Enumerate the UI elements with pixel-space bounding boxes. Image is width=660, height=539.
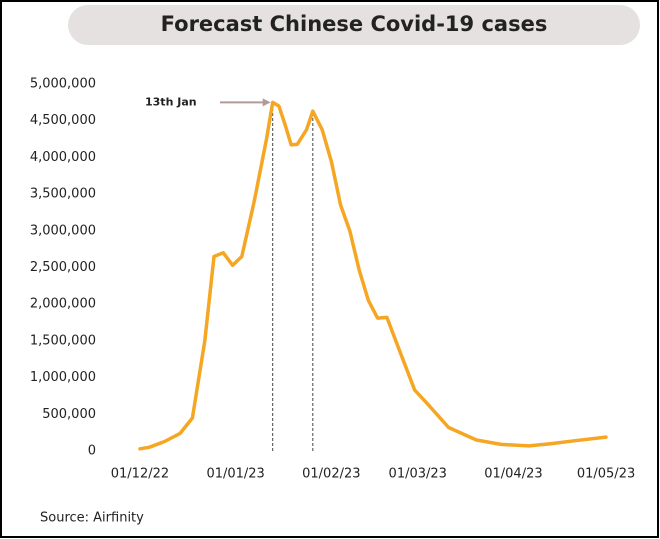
y-tick-label: 500,000 [42, 407, 96, 422]
x-tick-label: 01/01/23 [206, 467, 264, 482]
x-tick-label: 01/04/23 [484, 467, 542, 482]
y-tick-label: 3,000,000 [30, 223, 96, 238]
y-tick-label: 1,000,000 [30, 370, 96, 385]
y-tick-label: 2,500,000 [30, 260, 96, 275]
title-pill [68, 5, 640, 45]
x-tick-label: 01/03/23 [389, 467, 447, 482]
line [138, 100, 608, 451]
y-tick-label: 4,500,000 [30, 113, 96, 128]
x-tick-label: 01/05/23 [577, 467, 635, 482]
annotation-arrowhead [262, 98, 271, 107]
x-tick-label: 01/12/22 [111, 467, 169, 482]
y-tick-label: 4,000,000 [30, 150, 96, 165]
source: Source: Airfinity [40, 511, 144, 526]
y-tick-label: 0 [88, 444, 96, 459]
annotation: 13th Jan [145, 95, 197, 108]
x-tick-label: 01/02/23 [302, 467, 360, 482]
y-tick-label: 1,500,000 [30, 333, 96, 348]
y-tick-label: 5,000,000 [30, 77, 96, 92]
y-tick-label: 3,500,000 [30, 187, 96, 202]
y-tick-label: 2,000,000 [30, 297, 96, 312]
chart-title: Forecast Chinese Covid-19 cases [161, 12, 548, 36]
